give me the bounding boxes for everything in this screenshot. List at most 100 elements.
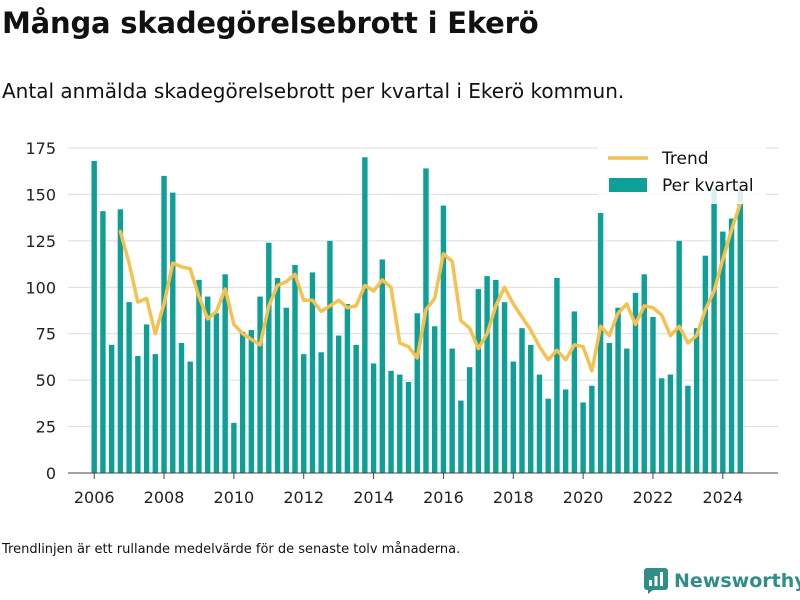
bar <box>117 209 124 474</box>
y-tick-label: 175 <box>25 139 56 158</box>
y-tick-label: 50 <box>36 371 56 390</box>
bar <box>667 374 674 473</box>
bar-series <box>91 157 743 474</box>
y-tick-label: 0 <box>46 464 56 483</box>
bar <box>580 402 586 473</box>
brand-name: Newsworthy <box>674 570 800 592</box>
bar <box>379 259 386 473</box>
bar <box>274 278 281 473</box>
bar <box>676 240 682 473</box>
legend-label-trend: Trend <box>661 149 709 169</box>
y-tick-label: 75 <box>36 325 56 344</box>
bar <box>213 313 220 473</box>
bar <box>370 363 377 473</box>
y-axis-tick-labels: 0 25 50 75 100 125 150 175 <box>25 139 56 483</box>
y-tick-label: 100 <box>25 278 56 297</box>
x-tick-label: 2014 <box>353 488 394 507</box>
newsworthy-logo: Newsworthy <box>644 568 800 594</box>
bar <box>335 335 342 473</box>
legend: Trend Per kvartal <box>598 146 766 204</box>
bar <box>466 367 473 473</box>
bar <box>536 374 543 473</box>
bar <box>554 278 560 473</box>
x-tick-label: 2006 <box>74 488 115 507</box>
bar <box>484 276 490 473</box>
bar <box>222 274 228 473</box>
bar <box>231 422 237 473</box>
bar <box>528 344 534 473</box>
x-tick-label: 2010 <box>214 488 255 507</box>
legend-label-per-kvartal: Per kvartal <box>662 176 754 196</box>
bar <box>170 192 176 474</box>
y-tick-label: 25 <box>36 418 56 437</box>
bar <box>624 348 630 473</box>
bar <box>493 279 499 473</box>
bar <box>344 304 351 473</box>
bar <box>501 302 508 473</box>
bar <box>266 242 272 473</box>
footnote: Trendlinjen är ett rullande medelvärde f… <box>2 542 461 557</box>
legend-swatch-per-kvartal <box>609 178 647 192</box>
bar <box>283 307 289 473</box>
x-tick-label: 2016 <box>423 488 464 507</box>
bar <box>301 354 307 473</box>
bar <box>397 374 403 473</box>
y-tick-label: 150 <box>25 185 56 204</box>
bar <box>615 307 621 473</box>
y-tick-label: 125 <box>25 232 56 251</box>
bar <box>711 188 717 473</box>
bar <box>362 157 368 474</box>
bar <box>720 231 726 473</box>
x-axis-tick-labels: 2006 2008 2010 2012 2014 2016 2018 2020 2022 2024 <box>74 473 743 507</box>
x-tick-label: 2020 <box>563 488 604 507</box>
bar <box>545 398 551 473</box>
bar <box>161 175 167 473</box>
bar <box>248 330 255 473</box>
bar <box>292 265 298 473</box>
bar <box>91 161 97 473</box>
x-tick-label: 2008 <box>144 488 185 507</box>
bar <box>414 313 420 473</box>
newsworthy-logo-icon <box>644 568 668 594</box>
bar <box>571 311 578 473</box>
bar <box>327 240 333 473</box>
trend-line <box>118 201 743 373</box>
x-tick-label: 2012 <box>283 488 324 507</box>
bar <box>388 370 394 473</box>
bar <box>100 211 106 473</box>
bar <box>641 274 647 473</box>
bar <box>309 272 316 473</box>
bar-line-chart: 0 25 50 75 100 125 150 175 2006 2008 2010 2012 2014… <box>25 139 778 507</box>
bar <box>658 378 665 473</box>
bar <box>257 296 263 473</box>
x-tick-label: 2018 <box>493 488 534 507</box>
bar <box>143 324 150 473</box>
chart-title: Många skadegörelsebrott i Ekerö <box>2 6 539 40</box>
bar <box>475 289 482 473</box>
bar <box>685 385 691 473</box>
bar <box>152 354 159 473</box>
bar <box>458 400 464 473</box>
bar <box>187 361 193 473</box>
bar <box>353 344 359 473</box>
bar <box>318 352 324 473</box>
bar <box>589 385 595 473</box>
bar <box>126 302 132 473</box>
bar <box>702 255 709 473</box>
bar <box>108 344 115 473</box>
legend-background <box>598 146 766 204</box>
x-tick-label: 2022 <box>633 488 674 507</box>
bar <box>196 279 202 473</box>
bar <box>239 331 246 473</box>
bar <box>405 382 412 473</box>
bar <box>135 356 141 473</box>
x-tick-label: 2024 <box>702 488 743 507</box>
bar <box>423 168 429 473</box>
bar <box>440 205 447 474</box>
bar <box>562 389 569 473</box>
bar <box>693 328 700 473</box>
bar <box>650 317 656 473</box>
bar <box>728 218 735 473</box>
bar <box>606 343 613 473</box>
bar <box>597 213 604 473</box>
